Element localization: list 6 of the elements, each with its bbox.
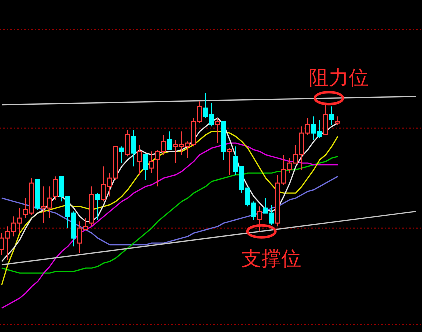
annotation: 阻力位: [309, 65, 370, 90]
candlestick: [150, 151, 154, 174]
candlestick: [330, 106, 334, 126]
annotation: 支撑位: [242, 246, 302, 271]
candlestick: [258, 206, 262, 232]
candlestick: [54, 176, 58, 200]
